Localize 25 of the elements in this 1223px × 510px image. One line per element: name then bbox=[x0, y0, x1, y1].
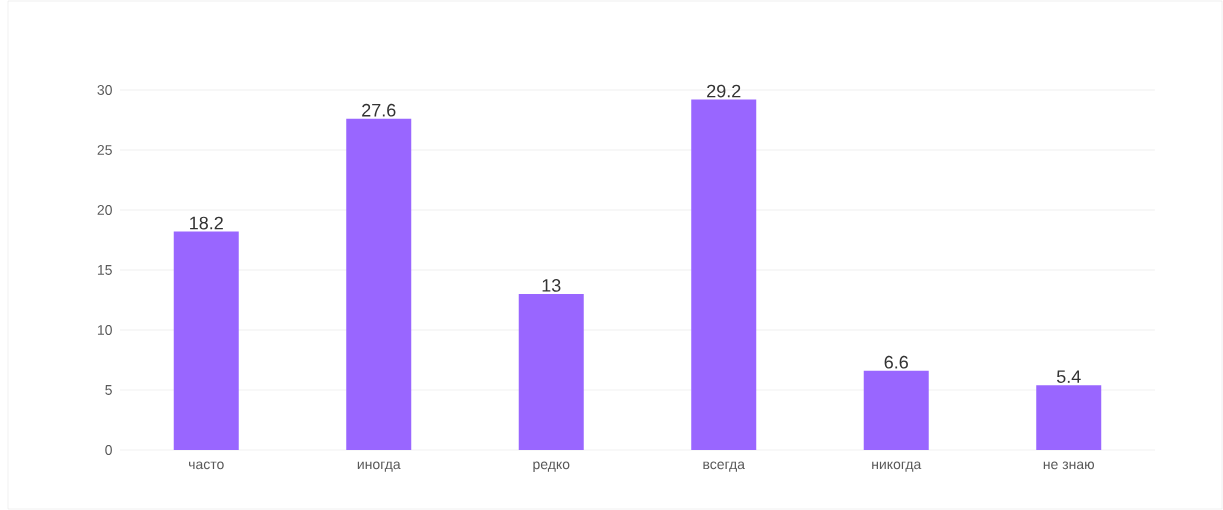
bar bbox=[173, 231, 239, 450]
x-tick-label: редко bbox=[533, 461, 570, 472]
y-tick-label: 10 bbox=[97, 325, 112, 335]
x-tick-label: иногда bbox=[357, 461, 401, 472]
y-tick-label: 30 bbox=[97, 85, 112, 95]
x-tick-label: никогда bbox=[872, 461, 922, 472]
data-label: 29.2 bbox=[707, 84, 741, 98]
y-tick-label: 5 bbox=[105, 385, 112, 395]
y-tick-label: 20 bbox=[97, 205, 112, 215]
x-tick-label: не знаю bbox=[1043, 461, 1095, 470]
bar bbox=[863, 370, 929, 450]
bar bbox=[346, 118, 412, 450]
y-tick-label: 0 bbox=[105, 445, 112, 455]
data-label: 13 bbox=[542, 279, 561, 292]
bar bbox=[518, 294, 584, 450]
data-label: 6.6 bbox=[884, 355, 908, 369]
y-tick-label: 15 bbox=[97, 265, 112, 275]
data-label: 27.6 bbox=[362, 103, 396, 117]
x-tick-label: всегда bbox=[703, 461, 745, 472]
bar bbox=[691, 99, 757, 450]
x-tick-label: часто bbox=[189, 461, 224, 470]
data-label: 5.4 bbox=[1056, 370, 1081, 383]
bar bbox=[1036, 385, 1102, 450]
y-tick-label: 25 bbox=[97, 145, 112, 155]
data-label: 18.2 bbox=[190, 216, 223, 230]
